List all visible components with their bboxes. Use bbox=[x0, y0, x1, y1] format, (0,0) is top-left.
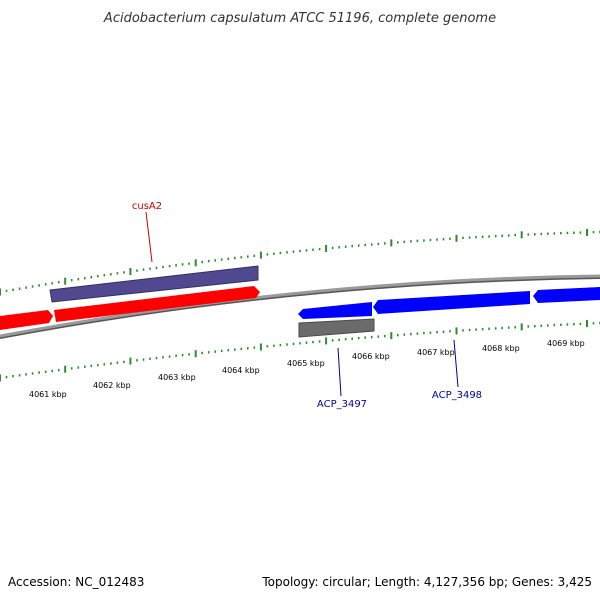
gene-forward-1[interactable] bbox=[0, 310, 53, 330]
backbone-shadow bbox=[0, 277, 600, 339]
genome-summary-text: Topology: circular; Length: 4,127,356 bp… bbox=[261, 575, 592, 589]
feature-other-cusA2[interactable] bbox=[49, 265, 259, 303]
gene-acp-3498[interactable] bbox=[373, 291, 530, 314]
scale-label: 4066 kbp bbox=[352, 352, 390, 361]
acp-3497-leader bbox=[337, 347, 342, 397]
scale-label: 4069 kbp bbox=[547, 339, 585, 348]
inner-tick-ring bbox=[0, 320, 600, 382]
outer-tick-ring bbox=[0, 228, 600, 296]
map-title: Acidobacterium capsulatum ATCC 51196, co… bbox=[103, 11, 496, 26]
scale-label: 4064 kbp bbox=[222, 366, 260, 375]
genome-backbone bbox=[0, 274, 600, 338]
scale-label: 4061 kbp bbox=[29, 390, 67, 399]
cusA2-label[interactable]: cusA2 bbox=[132, 201, 162, 212]
gene-cusA2[interactable] bbox=[54, 286, 260, 322]
cusA2-leader bbox=[145, 211, 153, 263]
scale-label: 4065 kbp bbox=[287, 359, 325, 368]
scale-label: 4063 kbp bbox=[158, 373, 196, 382]
acp-3498-label[interactable]: ACP_3498 bbox=[432, 390, 482, 401]
gene-reverse-3[interactable] bbox=[533, 287, 600, 303]
accession-text: Accession: NC_012483 bbox=[8, 575, 144, 589]
acp-3497-label[interactable]: ACP_3497 bbox=[317, 399, 367, 410]
scale-label: 4067 kbp bbox=[417, 348, 455, 357]
feature-acp-3497[interactable] bbox=[298, 318, 375, 338]
acp-3498-leader bbox=[453, 339, 459, 388]
scale-label: 4062 kbp bbox=[93, 381, 131, 390]
scale-label: 4068 kbp bbox=[482, 344, 520, 353]
gene-acp-3496[interactable] bbox=[298, 302, 372, 319]
